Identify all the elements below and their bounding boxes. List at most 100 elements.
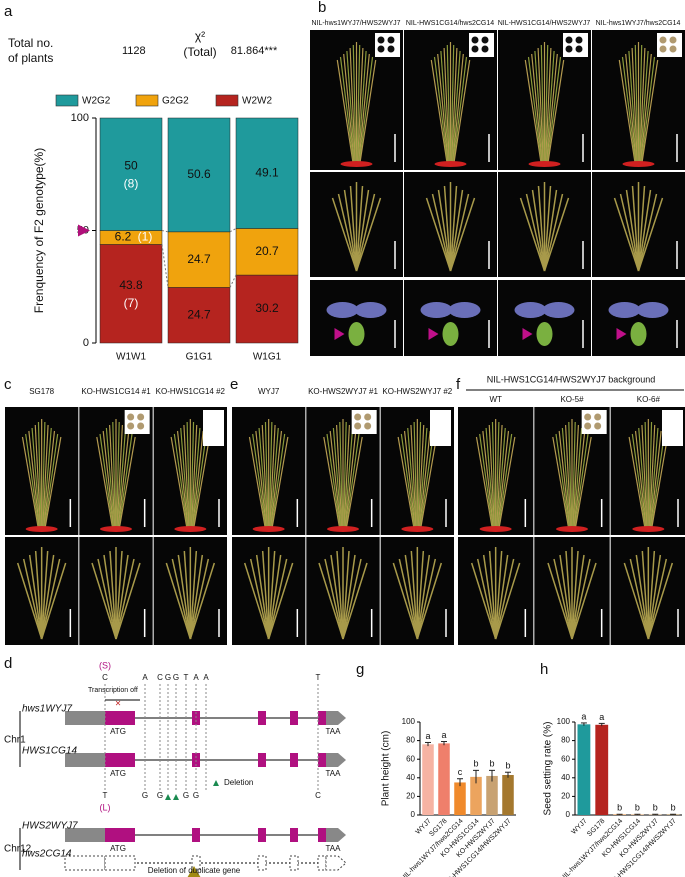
bar xyxy=(454,782,466,815)
stem xyxy=(634,430,647,528)
stem xyxy=(116,424,123,528)
stem xyxy=(264,421,269,528)
branch xyxy=(637,185,646,272)
legend-label: W2G2 xyxy=(82,96,111,107)
bar-segment xyxy=(167,117,231,233)
branch xyxy=(443,185,452,272)
stem xyxy=(648,424,656,528)
branch xyxy=(28,554,43,640)
branch xyxy=(115,550,123,640)
exon xyxy=(104,855,136,871)
branch xyxy=(565,550,573,640)
y-tick-label: 20 xyxy=(406,792,415,801)
branch xyxy=(115,554,129,640)
count-label: (1) xyxy=(138,230,153,244)
pollen xyxy=(594,422,602,430)
stem xyxy=(117,430,130,528)
branch xyxy=(647,550,656,640)
branch xyxy=(531,189,546,272)
utr xyxy=(65,828,105,842)
stem xyxy=(117,427,127,528)
stem xyxy=(336,424,343,528)
exon xyxy=(258,828,266,842)
pot xyxy=(401,526,434,532)
panel-label: b xyxy=(318,0,326,16)
pollen xyxy=(377,45,385,53)
legend-swatch xyxy=(135,94,159,107)
bar-segment xyxy=(99,117,163,231)
branch xyxy=(647,554,662,640)
bar xyxy=(438,743,450,815)
pollen xyxy=(575,36,583,44)
branch xyxy=(349,185,358,272)
snp: T xyxy=(316,673,321,682)
stem xyxy=(349,47,356,163)
branch xyxy=(171,558,192,640)
significance-letter: b xyxy=(473,759,478,769)
stem xyxy=(180,427,190,528)
exon xyxy=(318,711,326,725)
utr-arrow xyxy=(326,828,346,842)
inset xyxy=(563,33,588,57)
ovary xyxy=(630,322,647,346)
pollen xyxy=(481,36,489,44)
y-tick-label: 100 xyxy=(71,112,89,124)
y-tick-label: 100 xyxy=(557,717,571,726)
utr xyxy=(64,855,106,871)
stem xyxy=(344,430,357,528)
branch xyxy=(355,189,370,272)
stat-label: of plants xyxy=(8,51,53,65)
stem xyxy=(269,427,279,528)
branch xyxy=(482,554,497,640)
panel-label: c xyxy=(4,376,12,393)
branch xyxy=(177,554,192,640)
stem xyxy=(452,56,468,163)
branch xyxy=(494,550,503,640)
branch xyxy=(189,562,216,640)
stem xyxy=(433,56,449,163)
stem xyxy=(326,433,341,528)
stem xyxy=(343,53,355,163)
pistil xyxy=(448,302,481,318)
branch xyxy=(625,189,640,272)
panel-header: NIL-HWS1CG14/HWS2WYJ7 background xyxy=(487,374,656,384)
branch xyxy=(355,185,364,272)
exon xyxy=(257,855,267,871)
connector xyxy=(229,274,237,288)
panel-label: a xyxy=(4,3,13,20)
branch xyxy=(267,562,294,640)
stem xyxy=(170,436,188,528)
stem xyxy=(352,44,357,163)
stem xyxy=(407,427,417,528)
stem xyxy=(641,424,648,528)
panel-label: e xyxy=(230,376,238,393)
y-axis-label: Frenquency of F2 genotype(%) xyxy=(32,148,46,313)
pollen xyxy=(659,36,667,44)
pollen xyxy=(594,413,602,421)
stem xyxy=(537,47,544,163)
stem xyxy=(618,59,636,163)
stem xyxy=(343,421,347,528)
pollen xyxy=(354,413,362,421)
branch xyxy=(40,562,67,640)
snp: C xyxy=(157,673,163,682)
stem xyxy=(475,436,493,528)
deletion-mark xyxy=(173,794,179,800)
value-label: 24.7 xyxy=(187,307,211,321)
significance-letter: a xyxy=(441,730,446,740)
branch xyxy=(109,550,117,640)
marker-triangle xyxy=(334,328,345,340)
pollen xyxy=(354,422,362,430)
significance-letter: a xyxy=(425,731,430,741)
pistil xyxy=(326,302,359,318)
exon xyxy=(258,753,266,767)
pollen xyxy=(364,413,372,421)
column-label: KO-HWS1CG14 #1 xyxy=(81,387,151,396)
exon xyxy=(290,828,298,842)
branch xyxy=(631,185,640,272)
pollen xyxy=(387,36,395,44)
stem xyxy=(453,59,471,163)
column-label: SG178 xyxy=(29,387,54,396)
stem xyxy=(269,424,276,528)
stem xyxy=(418,427,428,528)
